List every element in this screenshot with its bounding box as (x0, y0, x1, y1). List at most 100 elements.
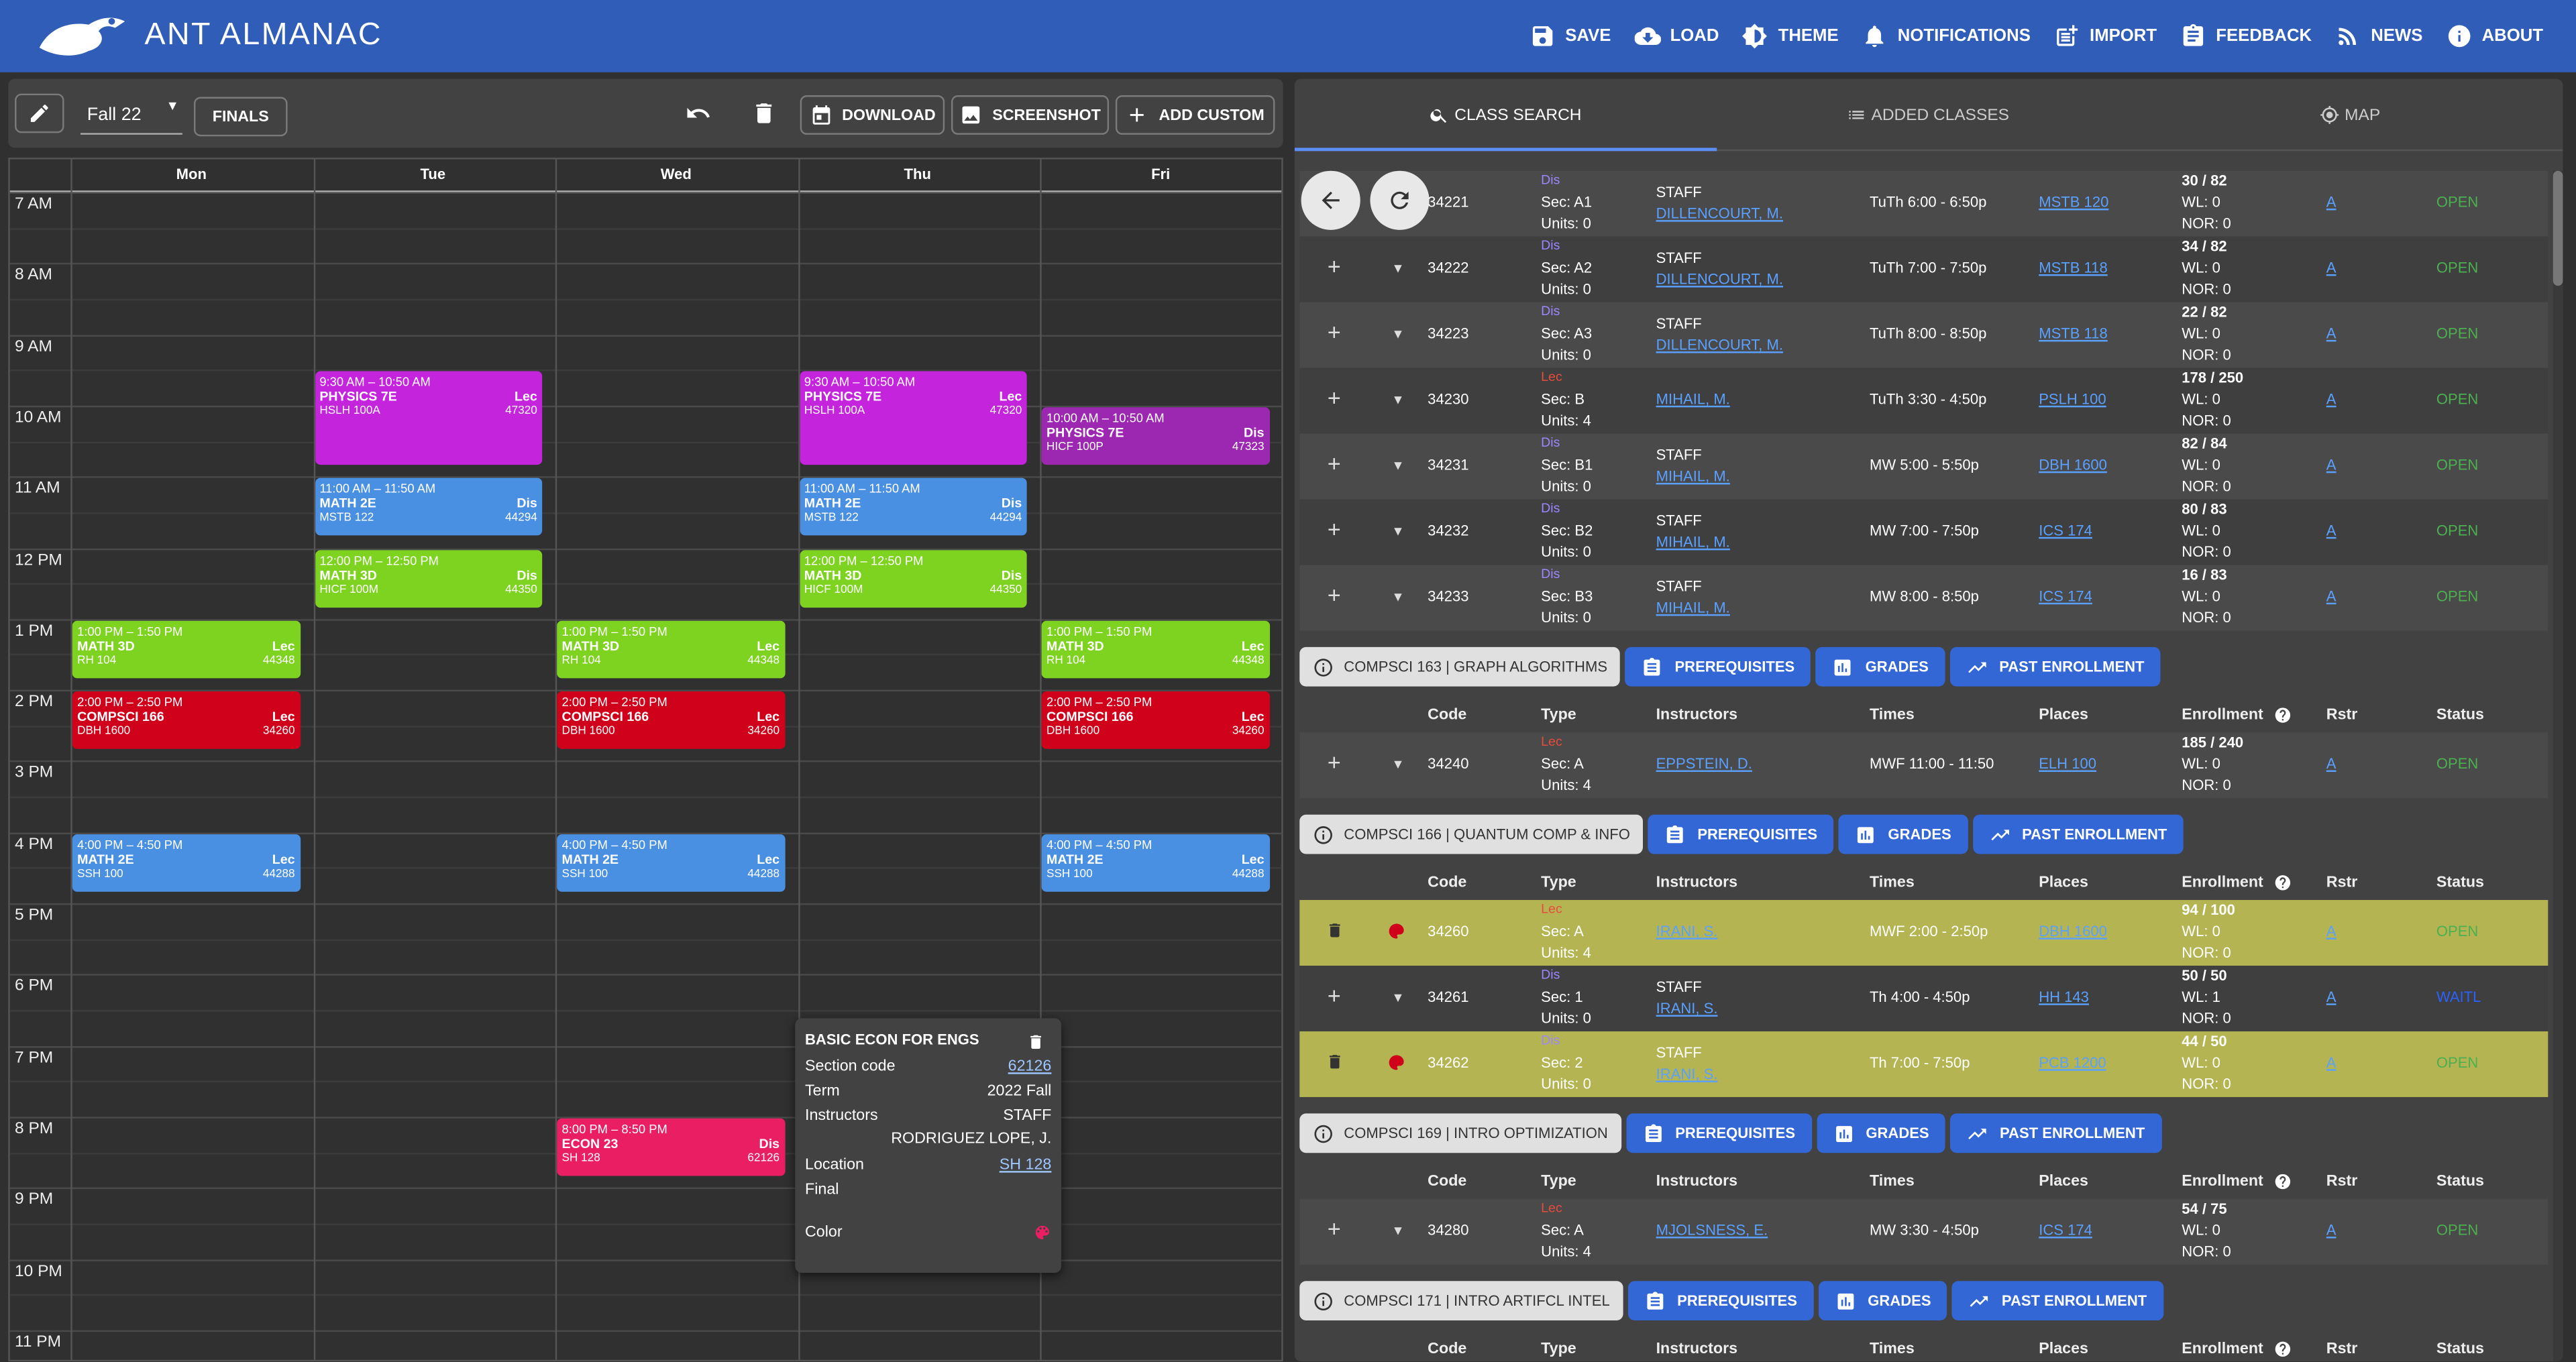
restriction-link[interactable]: A (2326, 988, 2337, 1005)
palette-icon[interactable] (1387, 1053, 1406, 1076)
tab-added-classes[interactable]: ADDED CLASSES (1717, 79, 2139, 152)
instructor-link[interactable]: EPPSTEIN, D. (1656, 755, 1752, 773)
instructor-link[interactable]: DILLENCOURT, M. (1656, 205, 1784, 222)
help-icon[interactable] (2273, 1340, 2292, 1361)
trash-icon[interactable] (1326, 921, 1344, 943)
help-icon[interactable] (2273, 706, 2292, 729)
calendar-event[interactable]: 4:00 PM – 4:50 PM MATH 2E SSH 100 Lec 44288 (557, 834, 785, 892)
location-link[interactable]: SH 128 (999, 1156, 1052, 1175)
caret-down-icon[interactable]: ▼ (1391, 392, 1405, 408)
search-results[interactable]: + ▼ 34221 Dis Sec: A1 Units: 0 STAFF DILLENCOUR… (1299, 170, 2548, 1362)
restriction-link[interactable]: A (2326, 390, 2337, 408)
restriction-link[interactable]: A (2326, 1054, 2337, 1071)
add-section-plus-icon[interactable]: + (1327, 253, 1341, 280)
calendar-event[interactable]: 11:00 AM – 11:50 AM MATH 2E MSTB 122 Dis 442… (314, 478, 543, 536)
term-select[interactable]: Fall 22 ▼ (80, 95, 182, 135)
palette-icon[interactable] (1033, 1224, 1051, 1242)
calendar-event[interactable]: 4:00 PM – 4:50 PM MATH 2E SSH 100 Lec 44288 (72, 834, 300, 892)
place-link[interactable]: ELH 100 (2039, 755, 2097, 773)
prerequisites-button[interactable]: PREREQUISITES (1625, 646, 1811, 687)
scrollbar-track[interactable] (2553, 170, 2563, 1362)
instructor-link[interactable]: DILLENCOURT, M. (1656, 337, 1784, 353)
instructor-link[interactable]: MIHAIL, M. (1656, 533, 1730, 551)
calendar-event[interactable]: 9:30 AM – 10:50 AM PHYSICS 7E HSLH 100A Lec… (314, 372, 543, 465)
grades-button[interactable]: GRADES (1818, 1281, 1948, 1320)
place-link[interactable]: DBH 1600 (2039, 456, 2107, 473)
add-section-plus-icon[interactable]: + (1327, 384, 1341, 411)
calendar-event[interactable]: 12:00 PM – 12:50 PM MATH 3D HICF 100M Dis 44… (314, 549, 543, 608)
tab-class-search[interactable]: CLASS SEARCH (1295, 79, 1717, 152)
instructor-link[interactable]: MIHAIL, M. (1656, 599, 1730, 616)
caret-down-icon[interactable]: ▼ (1391, 458, 1405, 473)
tab-map[interactable]: MAP (2139, 79, 2561, 152)
caret-down-icon[interactable]: ▼ (1391, 524, 1405, 539)
calendar-event[interactable]: 1:00 PM – 1:50 PM MATH 3D RH 104 Lec 44348 (557, 620, 785, 679)
add-section-plus-icon[interactable]: + (1327, 748, 1341, 775)
calendar-event[interactable]: 1:00 PM – 1:50 PM MATH 3D RH 104 Lec 44348 (1041, 620, 1269, 679)
place-link[interactable]: PCB 1200 (2039, 1054, 2106, 1071)
add-section-plus-icon[interactable]: + (1327, 450, 1341, 477)
course-info-button[interactable]: COMPSCI 171 | INTRO ARTIFCL INTEL (1299, 1281, 1623, 1320)
add-section-plus-icon[interactable]: + (1327, 581, 1341, 608)
clear-schedule-button[interactable] (751, 100, 780, 129)
calendar-event[interactable]: 10:00 AM – 10:50 AM PHYSICS 7E HICF 100P Di… (1041, 407, 1269, 465)
theme-button[interactable]: THEME (1742, 23, 1839, 49)
course-info-button[interactable]: COMPSCI 169 | INTRO OPTIMIZATION (1299, 1113, 1621, 1153)
past-enrollment-button[interactable]: PAST ENROLLMENT (1972, 814, 2184, 854)
add-custom-button[interactable]: ADD CUSTOM (1115, 95, 1275, 135)
add-section-plus-icon[interactable]: + (1327, 319, 1341, 345)
place-link[interactable]: PSLH 100 (2039, 390, 2106, 408)
calendar-event[interactable]: 11:00 AM – 11:50 AM MATH 2E MSTB 122 Dis 442… (799, 478, 1027, 536)
past-enrollment-button[interactable]: PAST ENROLLMENT (1950, 1113, 2161, 1153)
instructor-link[interactable]: IRANI, S. (1656, 1066, 1718, 1082)
import-button[interactable]: IMPORT (2053, 23, 2157, 49)
place-link[interactable]: MSTB 118 (2039, 325, 2108, 342)
caret-down-icon[interactable]: ▼ (1391, 756, 1405, 773)
add-section-plus-icon[interactable]: + (1327, 1215, 1341, 1242)
calendar-event[interactable]: 12:00 PM – 12:50 PM MATH 3D HICF 100M Dis 44… (799, 549, 1027, 608)
caret-down-icon[interactable]: ▼ (1391, 261, 1405, 276)
place-link[interactable]: ICS 174 (2039, 1222, 2092, 1239)
restriction-link[interactable]: A (2326, 522, 2337, 539)
restriction-link[interactable]: A (2326, 259, 2337, 276)
screenshot-button[interactable]: SCREENSHOT (951, 95, 1110, 135)
restriction-link[interactable]: A (2326, 587, 2337, 605)
place-link[interactable]: ICS 174 (2039, 522, 2092, 539)
notifications-button[interactable]: NOTIFICATIONS (1862, 23, 2031, 49)
feedback-button[interactable]: FEEDBACK (2180, 23, 2312, 49)
palette-icon[interactable] (1387, 921, 1406, 944)
trash-icon[interactable] (1326, 1053, 1344, 1074)
calendar-event[interactable]: 2:00 PM – 2:50 PM COMPSCI 166 DBH 1600 Lec 3… (72, 691, 300, 750)
past-enrollment-button[interactable]: PAST ENROLLMENT (1949, 646, 2161, 687)
caret-down-icon[interactable]: ▼ (1391, 990, 1405, 1005)
calendar-event[interactable]: 1:00 PM – 1:50 PM MATH 3D RH 104 Lec 44348 (72, 620, 300, 679)
instructor-link[interactable]: MIHAIL, M. (1656, 467, 1730, 485)
restriction-link[interactable]: A (2326, 923, 2337, 940)
caret-down-icon[interactable]: ▼ (1391, 327, 1405, 342)
load-button[interactable]: LOAD (1633, 23, 1719, 49)
refresh-button[interactable] (1370, 170, 1430, 230)
place-link[interactable]: MSTB 118 (2039, 259, 2108, 276)
instructor-link[interactable]: MIHAIL, M. (1656, 390, 1730, 408)
download-button[interactable]: DOWNLOAD (800, 95, 945, 135)
undo-button[interactable] (685, 100, 714, 129)
instructor-link[interactable]: IRANI, S. (1656, 1000, 1718, 1017)
back-button[interactable] (1301, 170, 1360, 230)
calendar-event[interactable]: 4:00 PM – 4:50 PM MATH 2E SSH 100 Lec 44288 (1041, 834, 1269, 892)
past-enrollment-button[interactable]: PAST ENROLLMENT (1952, 1281, 2163, 1320)
news-button[interactable]: NEWS (2334, 23, 2422, 49)
restriction-link[interactable]: A (2326, 1222, 2337, 1239)
help-icon[interactable] (2273, 1173, 2292, 1196)
grades-button[interactable]: GRADES (1838, 814, 1968, 854)
help-icon[interactable] (2273, 874, 2292, 897)
place-link[interactable]: HH 143 (2039, 988, 2089, 1005)
restriction-link[interactable]: A (2326, 325, 2337, 342)
restriction-link[interactable]: A (2326, 456, 2337, 473)
add-section-plus-icon[interactable]: + (1327, 515, 1341, 543)
place-link[interactable]: MSTB 120 (2039, 193, 2109, 211)
prerequisites-button[interactable]: PREREQUISITES (1625, 1113, 1812, 1153)
place-link[interactable]: DBH 1600 (2039, 923, 2107, 940)
instructor-link[interactable]: MJOLSNESS, E. (1656, 1222, 1768, 1239)
add-section-plus-icon[interactable]: + (1327, 982, 1341, 1009)
logo[interactable]: ANT ALMANAC (33, 11, 382, 60)
